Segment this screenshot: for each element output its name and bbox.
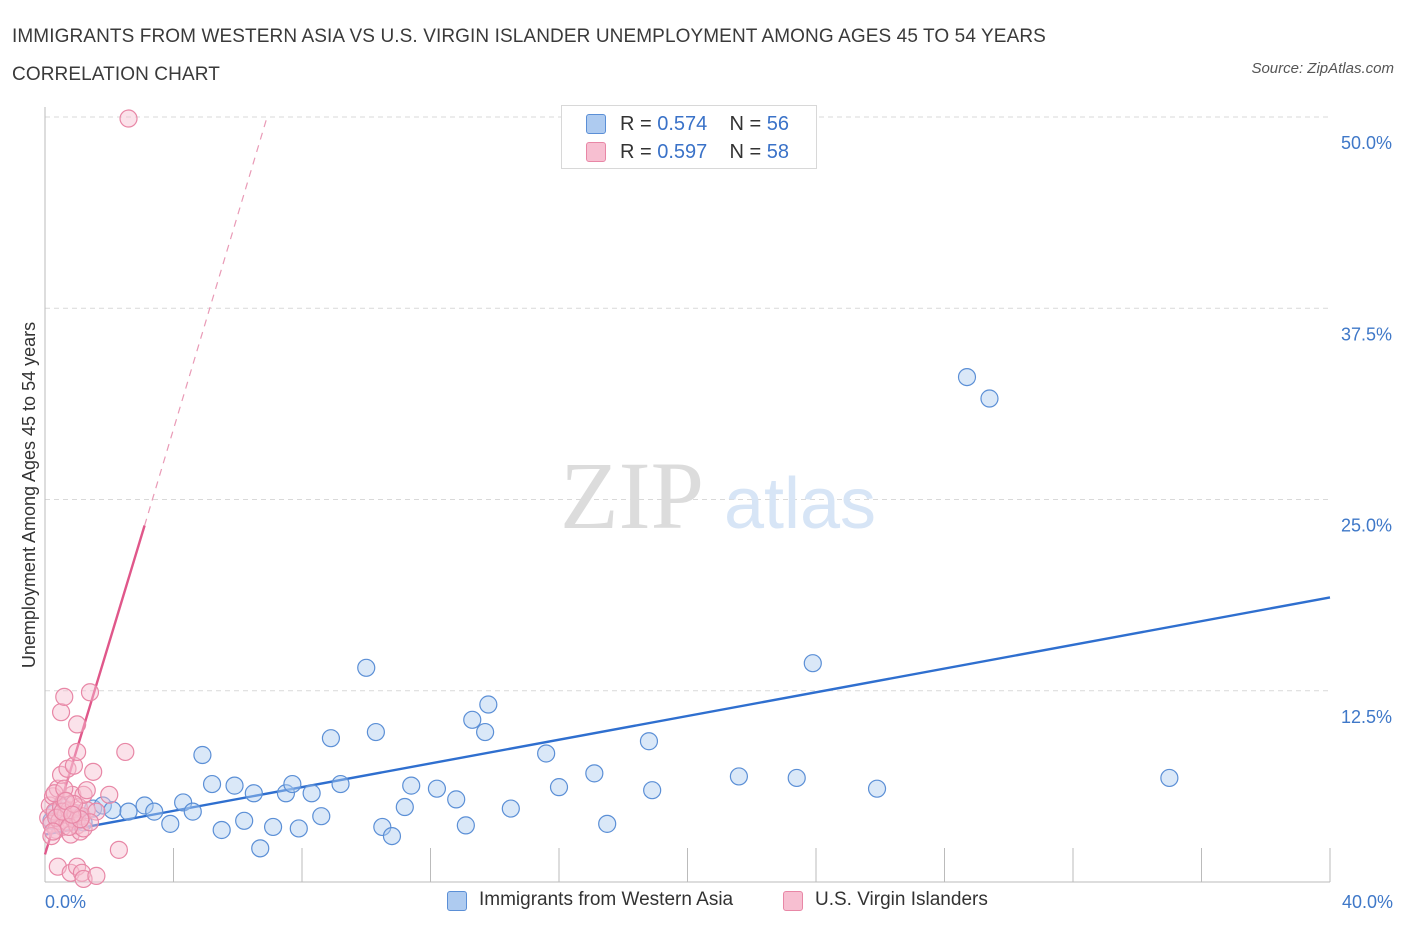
data-point xyxy=(184,803,201,820)
legend-swatch-blue xyxy=(447,891,467,911)
legend-n-value: 58 xyxy=(767,141,789,163)
data-point xyxy=(480,696,497,713)
data-point xyxy=(640,733,657,750)
data-point xyxy=(69,716,86,733)
data-point xyxy=(236,812,253,829)
data-point xyxy=(245,785,262,802)
watermark: ZIP atlas xyxy=(560,442,876,549)
data-point xyxy=(730,768,747,785)
legend-label: U.S. Virgin Islanders xyxy=(815,889,988,911)
y-tick-label: 50.0% xyxy=(1341,133,1392,153)
legend-r-label: R = xyxy=(620,141,657,163)
data-point xyxy=(477,724,494,741)
data-point xyxy=(538,745,555,762)
watermark-atlas: atlas xyxy=(724,464,876,544)
legend-n-label: N = xyxy=(730,113,767,135)
legend-swatch-blue xyxy=(586,114,606,134)
data-point xyxy=(53,704,70,721)
y-axis-label: Unemployment Among Ages 45 to 54 years xyxy=(19,322,39,668)
data-point xyxy=(290,820,307,837)
data-point xyxy=(804,655,821,672)
data-point xyxy=(869,780,886,797)
legend-n-value: 56 xyxy=(767,113,789,135)
watermark-zip: ZIP xyxy=(560,442,704,549)
data-point xyxy=(586,765,603,782)
trend-line xyxy=(45,597,1330,834)
data-point xyxy=(252,840,269,857)
y-tick-label: 37.5% xyxy=(1341,324,1392,344)
data-point xyxy=(383,828,400,845)
data-point xyxy=(110,841,127,858)
legend-r-value: 0.597 xyxy=(657,141,707,163)
data-point xyxy=(120,110,137,127)
legend-label: Immigrants from Western Asia xyxy=(479,889,733,911)
data-point xyxy=(367,724,384,741)
data-point xyxy=(448,791,465,808)
data-point xyxy=(162,815,179,832)
data-point xyxy=(358,659,375,676)
legend-swatch-pink xyxy=(783,891,803,911)
data-point xyxy=(146,803,163,820)
legend-n-label: N = xyxy=(730,141,767,163)
data-point xyxy=(194,747,211,764)
legend-r-label: R = xyxy=(620,113,657,135)
data-point xyxy=(104,802,121,819)
data-point xyxy=(78,782,95,799)
data-point xyxy=(85,763,102,780)
data-point xyxy=(502,800,519,817)
y-tick-label: 25.0% xyxy=(1341,516,1392,536)
y-tick-label: 12.5% xyxy=(1341,707,1392,727)
grid-lines xyxy=(45,117,1330,691)
data-point xyxy=(284,776,301,793)
trend-line-extension xyxy=(145,119,267,526)
data-point xyxy=(958,369,975,386)
data-point xyxy=(69,743,86,760)
data-point xyxy=(56,688,73,705)
data-point xyxy=(204,776,221,793)
data-point xyxy=(226,777,243,794)
data-point xyxy=(213,821,230,838)
data-point xyxy=(551,779,568,796)
data-point xyxy=(81,684,98,701)
data-point xyxy=(464,711,481,728)
legend-r-value: 0.574 xyxy=(657,113,707,135)
data-point xyxy=(101,786,118,803)
data-point xyxy=(599,815,616,832)
stats-legend: R = 0.574 N = 56 R = 0.597 N = 58 xyxy=(561,105,817,169)
data-point xyxy=(45,823,62,840)
data-point xyxy=(428,780,445,797)
data-point xyxy=(313,808,330,825)
data-point xyxy=(322,730,339,747)
data-point xyxy=(981,390,998,407)
legend-swatch-pink xyxy=(586,142,606,162)
data-point xyxy=(117,743,134,760)
data-point xyxy=(332,776,349,793)
data-point xyxy=(265,818,282,835)
data-point xyxy=(396,799,413,816)
data-point xyxy=(644,782,661,799)
data-point xyxy=(457,817,474,834)
data-point xyxy=(303,785,320,802)
data-point xyxy=(1161,769,1178,786)
series-legend: Immigrants from Western Asia U.S. Virgin… xyxy=(0,889,1406,915)
data-point xyxy=(120,803,137,820)
data-point xyxy=(64,806,81,823)
data-point xyxy=(403,777,420,794)
data-point xyxy=(788,769,805,786)
data-point xyxy=(88,867,105,884)
